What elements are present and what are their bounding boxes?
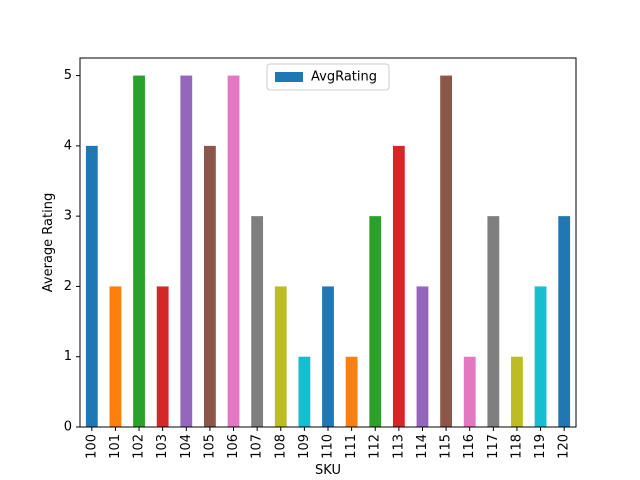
x-tick-label: 120 xyxy=(557,434,572,459)
bar-115 xyxy=(440,75,452,428)
bar-105 xyxy=(204,145,216,427)
x-tick-label: 110 xyxy=(321,434,336,459)
y-tick-label: 3 xyxy=(64,209,72,224)
x-tick-label: 111 xyxy=(344,434,359,459)
y-tick-label: 1 xyxy=(64,349,72,364)
legend-entry-avgrating: AvgRating xyxy=(311,70,377,85)
y-axis-label: Average Rating xyxy=(41,193,56,292)
bar-114 xyxy=(416,286,429,427)
legend-box xyxy=(266,63,390,91)
x-tick-label: 114 xyxy=(415,434,430,459)
plot-frame xyxy=(79,57,577,428)
x-tick-label: 119 xyxy=(533,434,548,459)
x-tick-label: 104 xyxy=(179,434,194,459)
bar-100 xyxy=(85,145,98,427)
y-tick-label: 4 xyxy=(64,138,72,153)
bar-106 xyxy=(227,75,240,428)
legend: AvgRating xyxy=(266,63,390,91)
bars xyxy=(85,75,571,428)
y-tick-label: 0 xyxy=(64,420,72,435)
bar-112 xyxy=(369,216,382,427)
bar-110 xyxy=(322,286,334,427)
x-tick-label: 115 xyxy=(439,434,454,459)
x-tick-label: 107 xyxy=(250,434,265,459)
x-tick-label: 109 xyxy=(297,434,312,459)
x-tick-label: 108 xyxy=(273,434,288,459)
x-tick-label: 105 xyxy=(202,434,217,459)
x-tick-label: 117 xyxy=(486,434,501,459)
bar-117 xyxy=(487,216,500,427)
x-axis-label: SKU xyxy=(315,463,341,478)
bar-109 xyxy=(298,356,311,427)
bar-120 xyxy=(558,216,571,427)
legend-swatch xyxy=(275,72,303,82)
y-tick-label: 5 xyxy=(64,68,72,83)
x-tick-label: 113 xyxy=(391,434,406,459)
y-tick-label: 2 xyxy=(64,279,72,294)
bar-118 xyxy=(511,356,523,427)
bar-119 xyxy=(534,286,547,427)
x-tick-label: 118 xyxy=(509,434,524,459)
bar-108 xyxy=(274,286,287,427)
x-tick-label: 101 xyxy=(108,434,123,459)
bar-111 xyxy=(345,356,358,427)
bar-116 xyxy=(463,356,476,427)
x-tick-label: 112 xyxy=(368,434,383,459)
bar-102 xyxy=(133,75,145,428)
x-tick-label: 103 xyxy=(155,434,170,459)
x-axis-ticks: 100 101 102 103 104 105 106 107 108 109 110 111 112 1… xyxy=(84,427,572,459)
bar-103 xyxy=(156,286,169,427)
y-axis-ticks: 0 1 2 3 4 5 xyxy=(64,68,80,435)
bar-113 xyxy=(392,145,405,427)
x-tick-label: 100 xyxy=(84,434,99,459)
bar-107 xyxy=(251,216,264,427)
x-tick-label: 102 xyxy=(132,434,147,459)
x-tick-label: 116 xyxy=(462,434,477,459)
bar-104 xyxy=(180,75,193,428)
x-tick-label: 106 xyxy=(226,434,241,459)
bar-101 xyxy=(109,286,122,427)
